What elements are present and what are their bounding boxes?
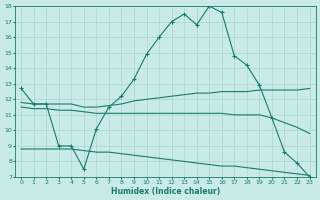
X-axis label: Humidex (Indice chaleur): Humidex (Indice chaleur) [111, 187, 220, 196]
